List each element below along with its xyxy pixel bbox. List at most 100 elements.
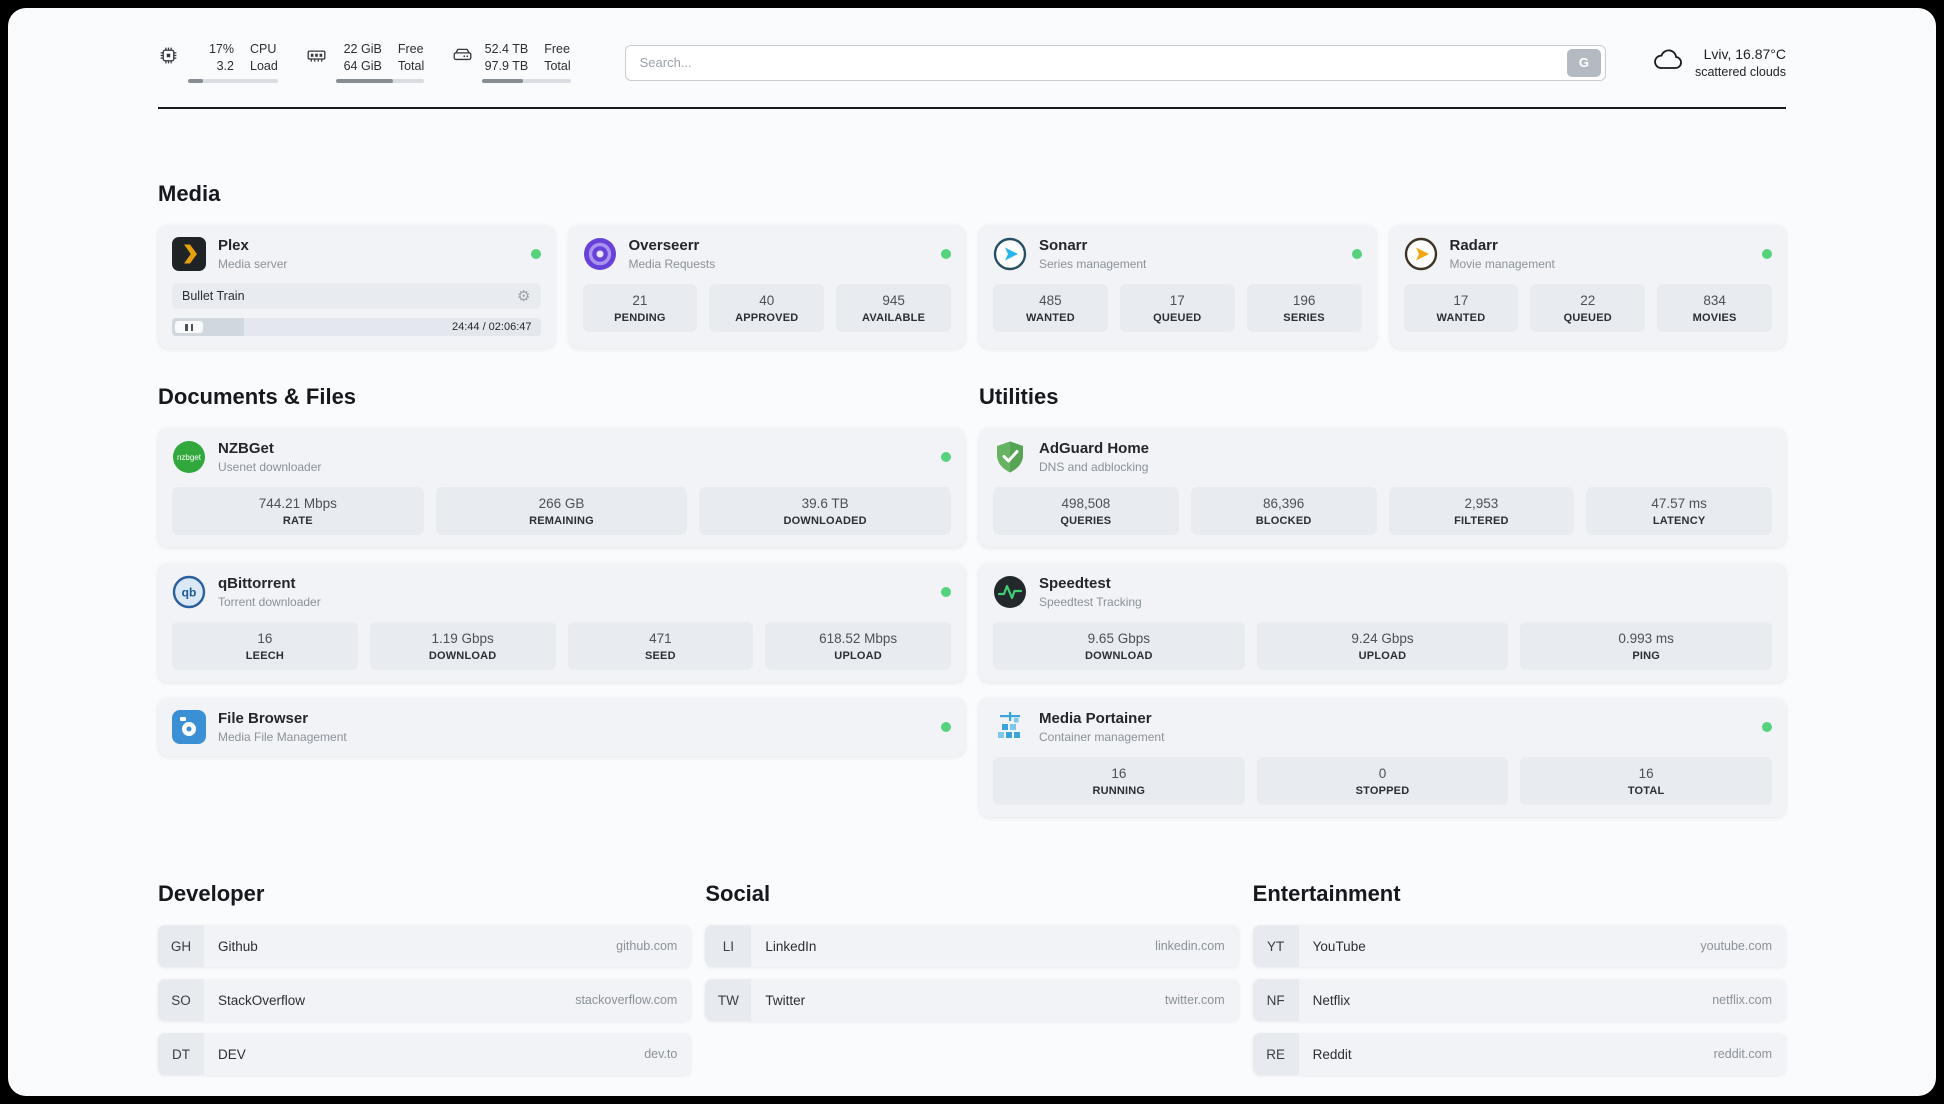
card-subtitle: DNS and adblocking: [1039, 460, 1149, 474]
section-heading-developer: Developer: [158, 881, 265, 906]
stat-total: 16 TOTAL: [1520, 757, 1772, 805]
cpu-icon: [158, 45, 179, 66]
disk-total-value: 97.9 TB: [484, 59, 529, 73]
now-playing-title: Bullet Train: [182, 289, 245, 303]
speedtest-icon: [993, 575, 1027, 609]
stat-remaining: 266 GB REMAINING: [435, 487, 688, 535]
card-title: Radarr: [1449, 237, 1498, 254]
link-stackoverflow[interactable]: SO StackOverflow stackoverflow.com: [158, 979, 692, 1021]
link-youtube[interactable]: YT YouTube youtube.com: [1252, 925, 1786, 967]
playback-time: 24:44 / 02:06:47: [451, 321, 532, 333]
portainer-icon: [993, 710, 1027, 744]
stat-queued: 22 QUEUED: [1530, 284, 1646, 332]
nzbget-card[interactable]: nzbget NZBGet Usenet downloader 744.21 M…: [158, 428, 965, 547]
stat-filtered: 2,953 FILTERED: [1388, 487, 1575, 535]
stat-series: 196 SERIES: [1246, 284, 1362, 332]
section-documents: Documents & Files nzbget NZBGet U: [158, 384, 965, 756]
card-title: NZBGet: [218, 440, 274, 457]
dashboard-page: 17% 3.2 CPU Load: [8, 8, 1936, 1096]
memory-icon: [306, 45, 327, 66]
weather-condition: scattered clouds: [1694, 65, 1786, 79]
topbar: 17% 3.2 CPU Load: [158, 42, 1786, 83]
ram-total-label: Total: [397, 59, 425, 73]
plex-card[interactable]: Plex Media server Bullet Train ⚙ 24:44 /…: [158, 225, 555, 348]
ram-stat: 22 GiB 64 GiB Free Total: [306, 42, 425, 83]
cpu-percent: 17%: [208, 42, 234, 56]
link-dev[interactable]: DT DEV dev.to: [158, 1033, 692, 1075]
speedtest-card[interactable]: Speedtest Speedtest Tracking 9.65 Gbps D…: [979, 563, 1786, 682]
ram-free-label: Free: [397, 42, 424, 56]
stat-available: 945 AVAILABLE: [836, 284, 951, 332]
qbittorrent-card[interactable]: qb qBittorrent Torrent downloader 16 LEE…: [158, 563, 965, 682]
stat-upload: 9.24 Gbps UPLOAD: [1256, 622, 1509, 670]
twitter-abbr-icon: TW: [705, 979, 752, 1021]
search-bar: G: [624, 44, 1606, 81]
card-title: AdGuard Home: [1039, 440, 1150, 457]
status-dot: [941, 722, 951, 732]
card-subtitle: Speedtest Tracking: [1039, 595, 1142, 609]
disk-stat: 52.4 TB 97.9 TB Free Total: [452, 42, 571, 83]
section-social: Social LI LinkedIn linkedin.com TW Twitt…: [705, 881, 1239, 1021]
card-title: Plex: [218, 237, 249, 254]
link-netflix[interactable]: NF Netflix netflix.com: [1252, 979, 1786, 1021]
link-reddit[interactable]: RE Reddit reddit.com: [1252, 1033, 1786, 1075]
cloud-icon: [1652, 47, 1684, 78]
card-subtitle: Media File Management: [218, 730, 347, 744]
weather-location: Lviv, 16.87°C: [1703, 46, 1786, 62]
overseerr-card[interactable]: Overseerr Media Requests 21 PENDING 40 A…: [568, 225, 965, 348]
cpu-load-value: 3.2: [216, 59, 234, 73]
card-subtitle: Movie management: [1449, 257, 1555, 271]
card-subtitle: Series management: [1039, 257, 1147, 271]
section-heading-media: Media: [158, 181, 221, 206]
search-engine-button[interactable]: G: [1566, 48, 1601, 77]
radarr-card[interactable]: Radarr Movie management 17 WANTED 22 QUE…: [1389, 225, 1786, 348]
stat-movies: 834 MOVIES: [1657, 284, 1772, 332]
netflix-abbr-icon: NF: [1252, 979, 1299, 1021]
section-utilities: Utilities AdGuard Home: [979, 384, 1786, 817]
dev-abbr-icon: DT: [158, 1033, 204, 1075]
link-github[interactable]: GH Github github.com: [158, 925, 692, 967]
section-heading-social: Social: [705, 881, 771, 906]
svg-text:nzbget: nzbget: [177, 453, 202, 462]
card-subtitle: Media Requests: [628, 257, 716, 271]
stat-download: 1.19 Gbps DOWNLOAD: [369, 622, 556, 670]
status-dot: [530, 249, 541, 259]
status-dot: [941, 452, 951, 462]
card-subtitle: Usenet downloader: [218, 460, 322, 474]
header-divider: [158, 107, 1786, 109]
stat-rate: 744.21 Mbps RATE: [172, 487, 424, 535]
stat-blocked: 86,396 BLOCKED: [1190, 487, 1377, 535]
filebrowser-icon: [172, 710, 206, 744]
stat-upload: 618.52 Mbps UPLOAD: [765, 622, 951, 670]
sonarr-card[interactable]: Sonarr Series management 485 WANTED 17 Q…: [979, 225, 1376, 348]
card-title: Sonarr: [1039, 237, 1088, 254]
portainer-card[interactable]: Media Portainer Container management 16 …: [979, 698, 1786, 817]
linkedin-abbr-icon: LI: [705, 925, 752, 967]
disk-free-label: Free: [544, 42, 570, 56]
playback-progressbar[interactable]: 24:44 / 02:06:47: [172, 318, 541, 336]
card-title: qBittorrent: [218, 575, 296, 592]
stat-seed: 471 SEED: [567, 622, 754, 670]
card-title: Speedtest: [1039, 575, 1111, 592]
card-title: Overseerr: [628, 237, 700, 254]
stat-download: 9.65 Gbps DOWNLOAD: [993, 622, 1245, 670]
adguard-card[interactable]: AdGuard Home DNS and adblocking 498,508 …: [979, 428, 1786, 547]
status-dot: [941, 249, 951, 259]
card-title: File Browser: [218, 710, 309, 727]
adguard-icon: [993, 440, 1027, 474]
stat-downloaded: 39.6 TB DOWNLOADED: [699, 487, 951, 535]
section-heading-entertainment: Entertainment: [1252, 881, 1401, 906]
plex-icon: [172, 237, 206, 271]
card-subtitle: Container management: [1039, 730, 1165, 744]
radarr-icon: [1404, 237, 1438, 271]
link-twitter[interactable]: TW Twitter twitter.com: [705, 979, 1239, 1021]
status-dot: [1351, 249, 1362, 259]
cpu-progressbar: [188, 79, 278, 83]
pause-button[interactable]: [175, 321, 203, 333]
filebrowser-card[interactable]: File Browser Media File Management: [158, 698, 965, 756]
link-linkedin[interactable]: LI LinkedIn linkedin.com: [705, 925, 1239, 967]
search-input[interactable]: [639, 55, 1567, 70]
disk-progressbar: [482, 79, 571, 83]
gear-icon[interactable]: ⚙: [517, 287, 531, 305]
stat-leech: 16 LEECH: [172, 622, 358, 670]
